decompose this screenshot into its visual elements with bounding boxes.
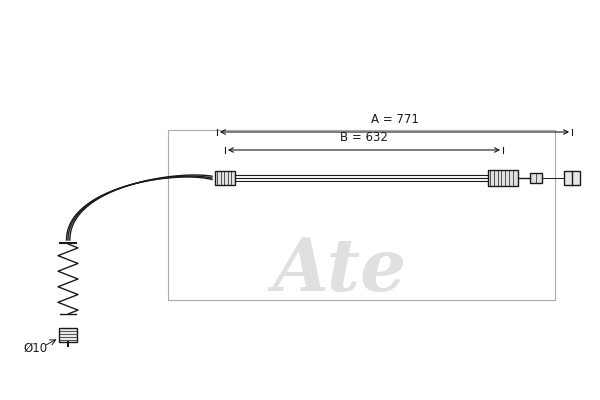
Bar: [59, 328, 77, 342]
Text: Ø10: Ø10: [23, 342, 47, 354]
Bar: [488, 170, 518, 186]
Bar: [530, 173, 542, 183]
Bar: [168, 130, 555, 300]
Text: Ate: Ate: [273, 234, 407, 306]
Text: A = 771: A = 771: [371, 113, 418, 126]
Text: 24.3727-0250.2    580250: 24.3727-0250.2 580250: [120, 12, 480, 36]
Text: B = 632: B = 632: [340, 131, 388, 144]
Bar: [215, 171, 235, 185]
Bar: [564, 171, 580, 185]
